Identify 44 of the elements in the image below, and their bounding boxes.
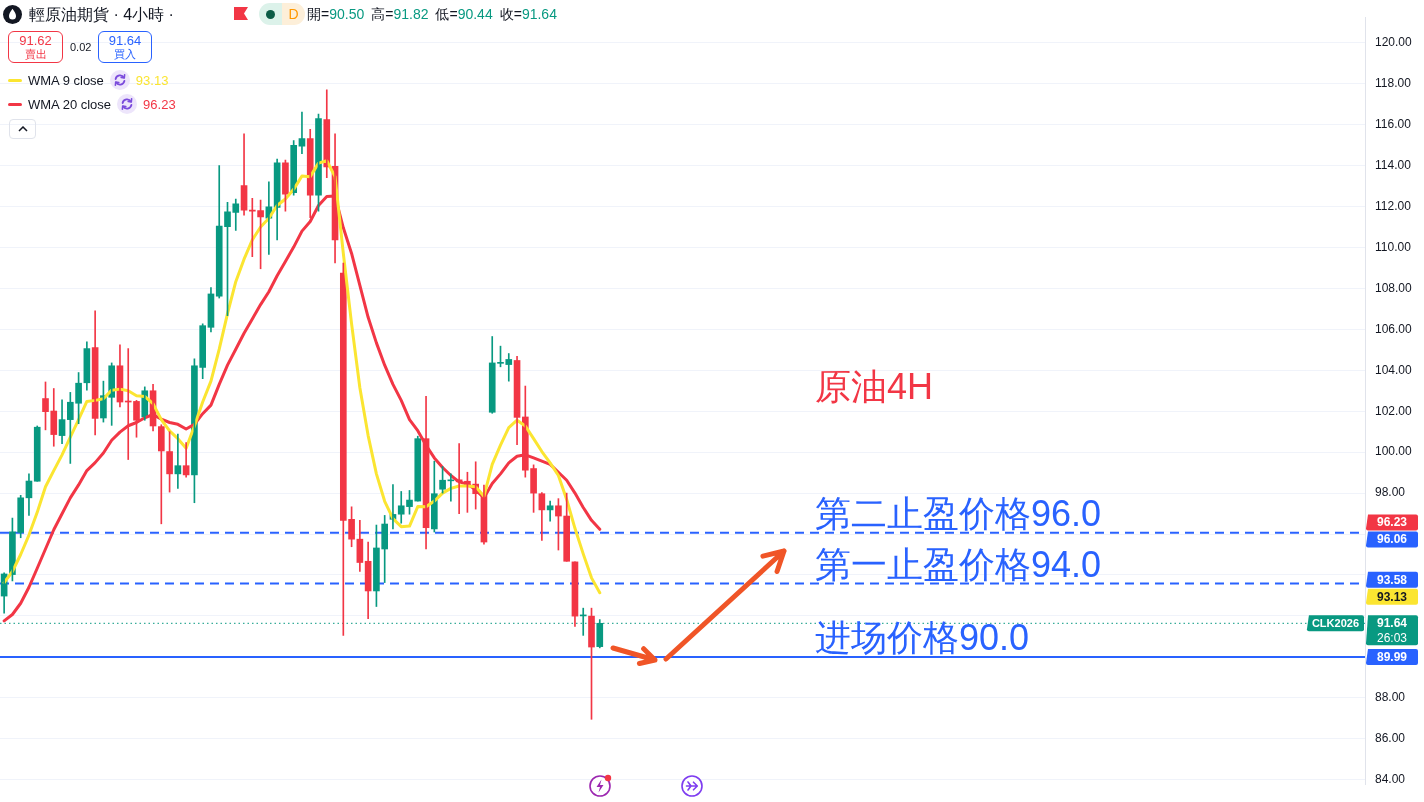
legend-label: WMA 9 close [28, 72, 104, 88]
y-tick-label: 88.00 [1375, 690, 1406, 705]
text: 26:03 [1376, 630, 1408, 645]
y-tick-label: 104.00 [1375, 362, 1413, 377]
text: 93.13 [1376, 589, 1408, 604]
annotation: 96.23 [143, 96, 176, 112]
annotation: 低=90.44 [435, 6, 493, 22]
y-tick-label: 102.00 [1375, 403, 1413, 418]
chart-title: 輕原油期貨 · 4小時 · [29, 5, 174, 25]
y-tick-label: 100.00 [1375, 444, 1413, 459]
y-tick-label: 114.00 [1375, 157, 1412, 172]
annotation: 高=91.82 [371, 6, 429, 22]
ref-line-label: 91.64 [1376, 616, 1408, 631]
annotation: 買入 [113, 48, 137, 61]
text: 96.23 [1376, 515, 1408, 530]
annotation: 賣出 [23, 48, 48, 61]
annotation: 进场价格90.0 [815, 617, 1030, 659]
sell-button: 91.62 賣出 [8, 31, 63, 63]
y-tick-label: 98.00 [1375, 485, 1406, 500]
legend-label: WMA 20 close [28, 96, 112, 112]
ref-line-label: 96.06 [1376, 532, 1408, 547]
ref-line-label: 89.99 [1376, 649, 1408, 664]
y-tick-label: 106.00 [1375, 321, 1413, 336]
annotation: 91.62 [18, 33, 53, 48]
y-tick-label: 118.00 [1375, 76, 1412, 91]
annotation: D [282, 3, 305, 25]
annotation: 開=90.50 [307, 6, 365, 22]
y-tick-label: 112.00 [1375, 198, 1412, 213]
annotation: 91.64 [107, 33, 143, 48]
annotation: 收=91.64 [499, 6, 557, 22]
y-tick-label: 84.00 [1375, 772, 1406, 786]
y-tick-label: 120.00 [1375, 35, 1413, 50]
y-tick-label: 86.00 [1375, 731, 1406, 746]
buy-button: 91.64 買入 [98, 31, 152, 63]
ref-line-label: 93.58 [1376, 572, 1408, 587]
annotation: 0.02 [70, 40, 92, 54]
annotation: 93.13 [135, 72, 169, 88]
annotation: 第一止盈价格94.0 [815, 543, 1102, 585]
y-tick-label: 108.00 [1375, 280, 1413, 295]
y-tick-label: 116.00 [1375, 116, 1412, 131]
annotation: 原油4H [815, 366, 934, 408]
annotation: CLK2026 [1311, 616, 1359, 629]
annotation: 第二止盈价格96.0 [815, 492, 1102, 534]
y-tick-label: 110.00 [1375, 239, 1412, 254]
